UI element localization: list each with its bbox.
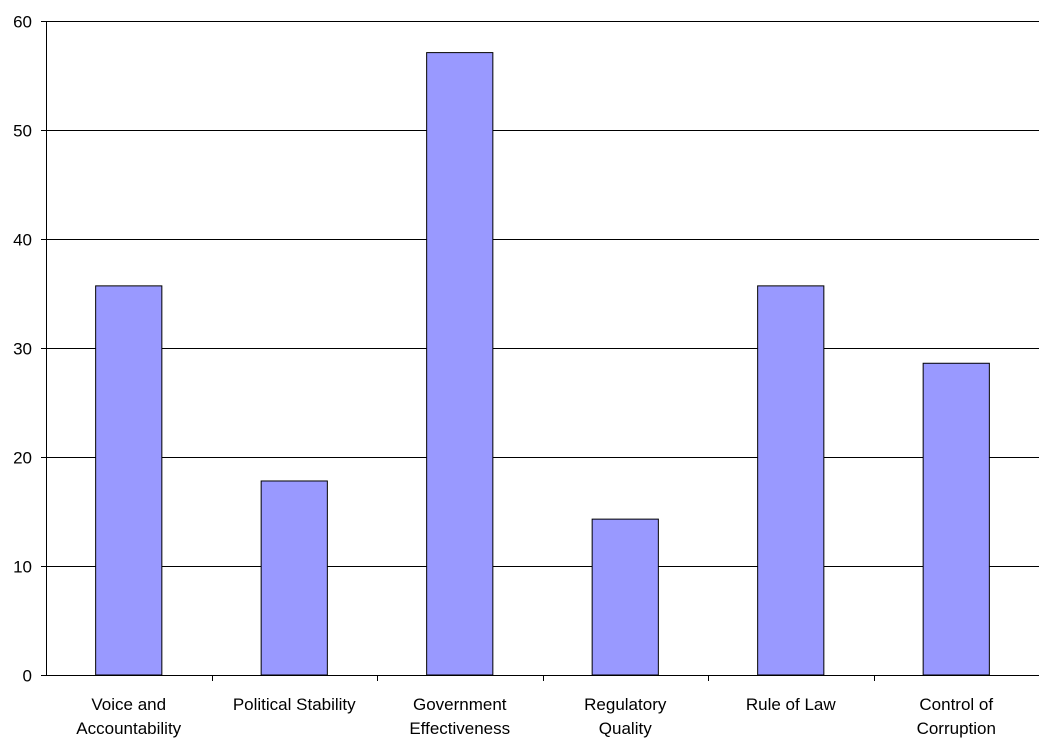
x-tick-label-5: Control of Corruption xyxy=(917,695,996,738)
y-tick-label-40: 40 xyxy=(13,231,32,250)
x-tick-label-0: Voice and Accountability xyxy=(76,695,181,738)
y-tick-label-50: 50 xyxy=(13,122,32,141)
bar-3 xyxy=(591,518,659,676)
x-tick-label-1: Political Stability xyxy=(233,695,356,714)
y-tick-label-10: 10 xyxy=(13,558,32,577)
x-tick-label-line: Political Stability xyxy=(233,695,356,714)
gridlines xyxy=(46,21,1039,567)
axes xyxy=(41,21,1039,681)
x-tick-label-4: Rule of Law xyxy=(746,695,836,714)
x-tick-label-line: Control of xyxy=(919,695,993,714)
bar-0 xyxy=(95,285,163,676)
x-tick-labels: Voice and Accountability Political Stabili… xyxy=(76,695,996,738)
x-tick-label-line: Government xyxy=(413,695,507,714)
y-tick-label-0: 0 xyxy=(23,667,32,686)
x-tick-label-line: Voice and xyxy=(91,695,166,714)
y-tick-labels: 0 10 20 30 40 50 60 xyxy=(13,13,32,686)
bar-4 xyxy=(757,285,825,676)
y-tick-label-20: 20 xyxy=(13,449,32,468)
bar-5 xyxy=(922,362,990,676)
x-tick-label-line: Quality xyxy=(599,719,652,738)
bar-2 xyxy=(426,52,494,676)
bars xyxy=(95,52,990,676)
y-tick-label-30: 30 xyxy=(13,340,32,359)
x-tick-label-line: Rule of Law xyxy=(746,695,836,714)
y-tick-label-60: 60 xyxy=(13,13,32,32)
x-tick-label-line: Accountability xyxy=(76,719,181,738)
x-tick-label-3: Regulatory Quality xyxy=(584,695,667,738)
bar-1 xyxy=(260,480,328,676)
x-tick-label-line: Corruption xyxy=(917,719,996,738)
x-tick-label-line: Regulatory xyxy=(584,695,667,714)
x-tick-label-2: Government Effectiveness xyxy=(409,695,510,738)
x-tick-label-line: Effectiveness xyxy=(409,719,510,738)
